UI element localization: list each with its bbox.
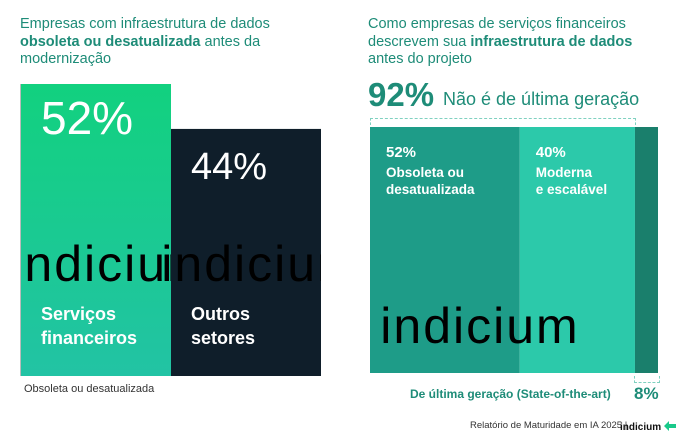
bar-category-label: setores: [191, 328, 255, 348]
bar-category-label: Serviços: [41, 304, 116, 324]
state-of-art-value: 8%: [634, 384, 659, 403]
bar-value-label: 44%: [191, 146, 267, 188]
segment-obsoleta: [370, 127, 520, 373]
segment-category-label: desatualizada: [386, 182, 475, 197]
bar-outros-setores: [171, 128, 321, 376]
headline-value: 92%: [368, 76, 435, 113]
left-chart-title: Empresas com infraestrutura de dados obs…: [20, 16, 290, 69]
right-title-post: antes do projeto: [368, 51, 472, 67]
segment-value-label: 52%: [386, 144, 416, 161]
left-title-pre: Empresas com infraestrutura de dados: [20, 16, 270, 32]
bar-value-label: 52%: [41, 92, 133, 144]
left-x-axis-label: Obsoleta ou desatualizada: [24, 383, 155, 395]
footer-logo: indicium: [620, 418, 677, 436]
left-bar-chart: indicium52%Serviçosfinanceirosindicium44…: [11, 84, 359, 376]
right-chart-title: Como empresas de serviços financeiros de…: [368, 16, 668, 69]
logo-wordmark: indicium: [620, 421, 662, 433]
bar-category-label: financeiros: [41, 328, 137, 348]
bar-category-label: Outros: [191, 304, 250, 324]
logo-mark-icon: [664, 418, 677, 436]
state-of-art-label: De última geração (State-of-the-art): [410, 387, 611, 401]
segment-category-label: e escalável: [536, 182, 607, 197]
watermark: indicium: [161, 236, 321, 292]
segment-category-label: Moderna: [536, 165, 593, 180]
segment-category-label: Obsoleta ou: [386, 165, 464, 180]
left-title-post: antes da modernização: [20, 33, 261, 68]
watermark: indicium: [380, 298, 579, 354]
segment-state-of-art: [634, 127, 658, 373]
footer-text: Relatório de Maturidade em IA 2025 |: [470, 420, 628, 431]
segment-moderna: [519, 127, 635, 373]
stacked-bar-svg: 52% Obsoleta ou desatualizada 40% Moderna e e…: [370, 127, 658, 373]
right-title-pre: Como empresas de serviços financeiros de…: [368, 16, 626, 50]
bracket-bottom: [634, 376, 660, 383]
segment-value-label: 40%: [536, 144, 566, 161]
bracket-line: [370, 118, 636, 125]
headline-text: Não é de última geração: [443, 89, 640, 109]
bar-servicos-financeiros: [21, 84, 171, 376]
left-title-bold: obsoleta ou desatualizada: [20, 33, 201, 50]
right-title-bold: infraestrutura de dados: [470, 33, 633, 50]
left-axis-line: [20, 84, 21, 376]
stacked-bar-chart: 52% Obsoleta ou desatualizada 40% Moderna e e…: [370, 127, 658, 373]
left-bar-svg: indicium52%Serviçosfinanceirosindicium44…: [11, 84, 359, 376]
